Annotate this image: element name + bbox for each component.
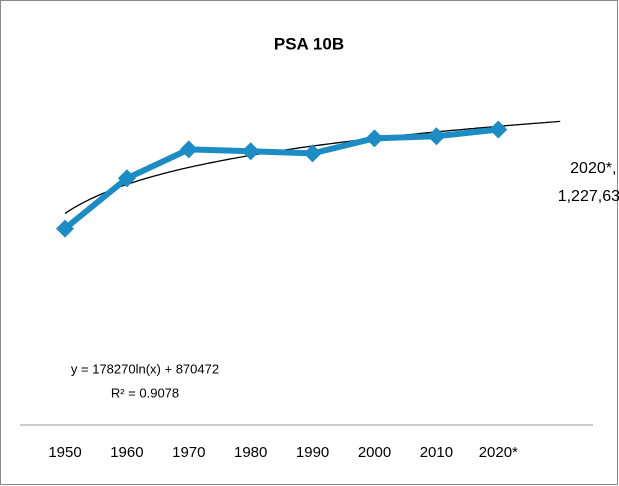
x-tick-label: 1960 <box>110 444 143 461</box>
x-tick-label: 1970 <box>172 444 205 461</box>
x-tick-label: 1980 <box>234 444 267 461</box>
data-label: 2020*, 1,227,630 <box>557 159 619 205</box>
marker <box>179 140 198 159</box>
marker <box>489 120 508 139</box>
x-tick-label: 2000 <box>358 444 391 461</box>
x-tick-label: 2020* <box>479 444 518 461</box>
series-line <box>63 126 499 231</box>
marker <box>117 169 136 188</box>
x-tick-label: 2010 <box>420 444 453 461</box>
chart-title: PSA 10B <box>274 34 344 53</box>
trendline-r2: R² = 0.9078 <box>111 385 179 400</box>
marker <box>56 219 74 238</box>
x-tick-label: 1990 <box>296 444 329 461</box>
marker <box>241 142 260 161</box>
trendline-equation: y = 178270ln(x) + 870472 <box>71 361 219 376</box>
marker <box>365 129 384 148</box>
marker <box>303 144 322 163</box>
marker <box>427 127 446 146</box>
x-tick-label: 1950 <box>48 444 81 461</box>
